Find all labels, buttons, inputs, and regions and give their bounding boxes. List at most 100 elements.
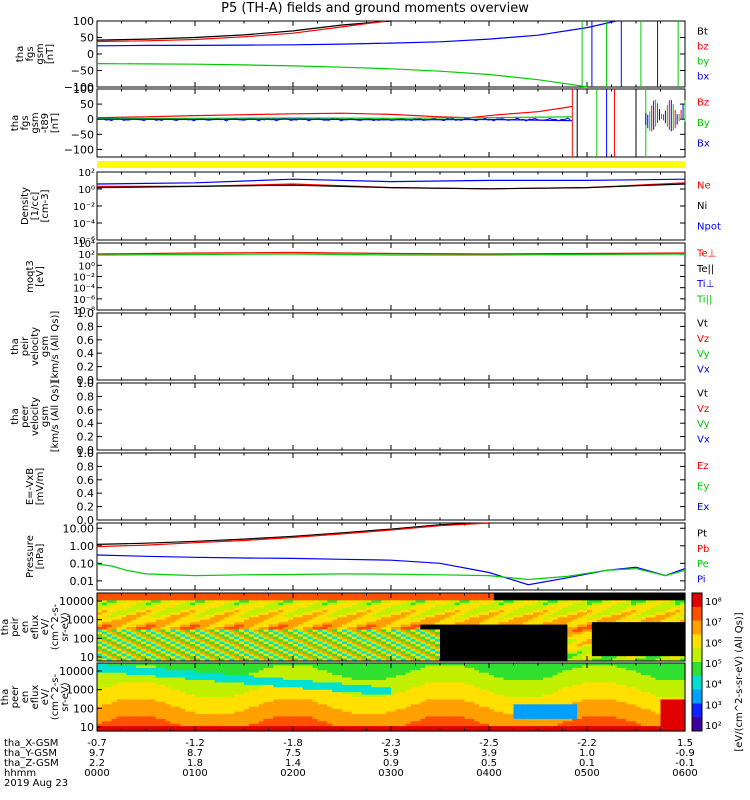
spectro-cell xyxy=(307,653,314,657)
spectro-cell xyxy=(170,612,176,616)
spectro-cell xyxy=(190,597,196,601)
spectro-cell xyxy=(636,612,642,616)
spectro-cell xyxy=(444,634,451,638)
spectro-cell xyxy=(454,656,461,660)
spectro-cell xyxy=(337,597,343,601)
spectro-cell xyxy=(258,656,265,660)
spectro-cell xyxy=(665,597,671,601)
spectro-cell xyxy=(170,627,176,631)
spectro-cell xyxy=(430,648,436,652)
spectro-cell xyxy=(141,646,147,650)
spectro-cell xyxy=(601,631,608,635)
spectro-cell xyxy=(582,624,588,628)
spectro-cell xyxy=(484,627,490,631)
spectro-cell xyxy=(106,644,113,648)
spectro-cell xyxy=(523,627,529,631)
spectro-cell xyxy=(131,718,137,722)
y-tick-label: 10.00 xyxy=(63,522,95,535)
spectro-cell xyxy=(665,619,671,623)
spectro-cell xyxy=(513,641,519,645)
spectro-cell xyxy=(557,602,564,606)
spectro-cell xyxy=(616,644,622,648)
spectro-cell xyxy=(155,629,162,633)
spectro-cell xyxy=(391,627,397,631)
spectro-cell xyxy=(204,706,211,710)
spectro-cell xyxy=(288,648,294,652)
spectro-cell xyxy=(636,656,642,660)
spectro-cell xyxy=(268,658,274,662)
spectro-cell xyxy=(675,653,681,657)
spectro-cell xyxy=(606,610,613,614)
spectro-cell xyxy=(484,629,490,633)
spectro-cell xyxy=(263,617,270,621)
spectro-cell xyxy=(405,622,412,626)
spectro-cell xyxy=(523,639,529,643)
spectro-cell xyxy=(484,610,490,614)
spectro-cell xyxy=(160,728,167,732)
spectro-cell xyxy=(621,607,627,611)
spectro-cell xyxy=(195,694,201,698)
spectro-cell xyxy=(425,651,431,655)
spectro-cell xyxy=(146,627,152,631)
spectro-cell xyxy=(165,595,172,599)
spectro-cell xyxy=(234,665,240,669)
spectro-cell xyxy=(567,648,573,652)
spectro-cell xyxy=(234,629,240,633)
spectro-cell xyxy=(131,677,137,681)
spectro-cell xyxy=(312,617,319,621)
spectro-cell xyxy=(234,684,240,688)
spectro-cell xyxy=(258,648,265,652)
spectro-cell xyxy=(376,648,382,652)
spectro-cell xyxy=(538,595,544,599)
spectro-cell xyxy=(489,612,495,616)
spectro-cell xyxy=(371,646,377,650)
spectro-cell xyxy=(322,622,328,626)
spectro-cell xyxy=(111,663,118,667)
spectro-cell xyxy=(611,651,617,655)
spectro-cell xyxy=(567,631,573,635)
spectro-cell xyxy=(469,614,475,618)
spectro-cell xyxy=(155,706,162,710)
spectro-cell xyxy=(371,641,377,645)
spectro-cell xyxy=(454,595,461,599)
spectro-cell xyxy=(562,629,568,633)
spectro-cell xyxy=(307,600,314,604)
spectro-cell xyxy=(248,602,255,606)
spectro-cell xyxy=(150,687,157,691)
spectro-cell xyxy=(195,670,201,674)
spectro-cell xyxy=(219,617,225,621)
spectro-cell xyxy=(552,593,559,597)
spectro-cell xyxy=(214,687,221,691)
spectro-cell xyxy=(351,612,358,616)
ylabel-2: Density [1/cc] [cm-3] xyxy=(20,187,51,225)
spectro-cell xyxy=(665,631,671,635)
spectro-cell xyxy=(165,641,172,645)
spectro-cell xyxy=(263,619,270,623)
spectro-cell xyxy=(557,636,564,640)
spectro-cell xyxy=(146,663,152,667)
spectro-cell xyxy=(175,687,181,691)
spectro-cell xyxy=(474,653,480,657)
spectro-cell xyxy=(459,607,466,611)
spectro-cell xyxy=(170,680,176,684)
spectro-cell xyxy=(660,605,666,609)
spectro-cell xyxy=(386,597,392,601)
spectro-cell xyxy=(636,597,642,601)
spectro-cell xyxy=(366,646,372,650)
spectro-cell xyxy=(332,646,338,650)
spectro-cell xyxy=(440,656,446,660)
spectro-cell xyxy=(160,641,167,645)
spectro-cell xyxy=(420,617,426,621)
spectro-cell xyxy=(204,644,211,648)
spectro-cell xyxy=(170,624,176,628)
spectro-cell xyxy=(126,663,132,667)
spectro-cell xyxy=(440,636,446,640)
spectro-cell xyxy=(150,677,157,681)
spectro-cell xyxy=(244,656,250,660)
ylabel-line: Density xyxy=(20,187,31,225)
spectro-cell xyxy=(170,677,176,681)
spectro-cell xyxy=(503,644,510,648)
spectro-cell xyxy=(337,614,343,618)
spectro-cell xyxy=(263,605,270,609)
spectro-cell xyxy=(508,605,515,609)
